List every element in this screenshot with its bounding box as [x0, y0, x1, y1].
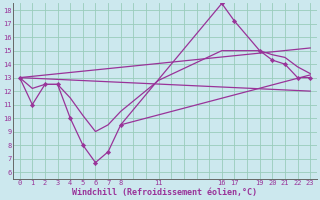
X-axis label: Windchill (Refroidissement éolien,°C): Windchill (Refroidissement éolien,°C) — [72, 188, 258, 197]
